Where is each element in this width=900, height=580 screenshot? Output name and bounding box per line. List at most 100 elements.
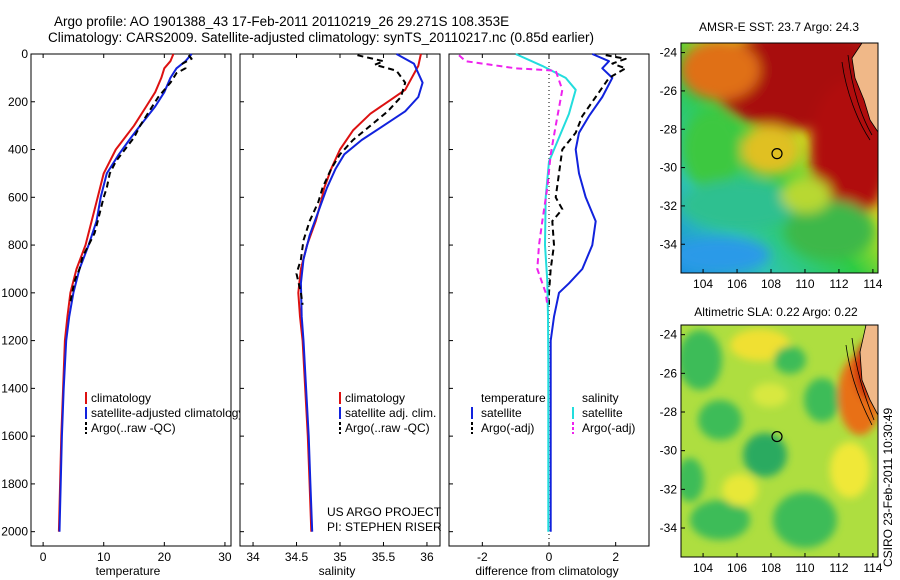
y-tick-label: 1600: [1, 429, 28, 443]
x-tick-label: 114: [863, 561, 882, 575]
sla-map-ticks: 104 106 108 110 112 114 -24 -26 -28 -30 -32 -34: [660, 328, 883, 575]
salinity-panel: 34 34.5 35 35.5 36 salinity climatology sate…: [239, 53, 442, 578]
y-tick-label: 1400: [1, 381, 28, 395]
x-tick-label: 104: [693, 277, 713, 291]
sst-map-ticks: 104 106 108 110 112 114 -24 -26 -28 -30 -32 -34: [660, 46, 883, 291]
legend-label-sal-satellite: satellite: [582, 406, 623, 420]
x-tick-label: 108: [761, 561, 781, 575]
series-salinity-argo-adj-: [458, 54, 564, 305]
legend-label-temp-argo: Argo(-adj): [481, 421, 534, 435]
sst-map-panel: AMSR-E SST: 23.7 Argo: 24.3 104 106 108 110…: [660, 20, 883, 291]
legend-label-temp-satellite: satellite: [481, 406, 522, 420]
y-tick-label: -32: [660, 482, 678, 496]
legend-label-argo: Argo(..raw -QC): [345, 421, 430, 435]
temperature-panel: 0 10 20 30 0 200 400 600 800 1000 1200 1400 1600 1800…: [1, 47, 244, 578]
x-tick-label: 112: [829, 561, 848, 575]
sla-map-image: [681, 325, 878, 557]
x-tick-label: 0: [546, 550, 553, 564]
sla-argo-location-marker: [771, 430, 783, 443]
sla-map-panel: Altimetric SLA: 0.22 Argo: 0.22: [660, 305, 883, 575]
project-label: US ARGO PROJECT: [327, 505, 442, 519]
x-tick-label: 114: [863, 277, 882, 291]
legend-title-salinity: salinity: [582, 391, 619, 405]
y-tick-label: -24: [660, 46, 678, 60]
difference-series: [458, 53, 627, 532]
x-tick-label: 2: [612, 550, 619, 564]
temperature-ticks: 0 10 20 30 0 200 400 600 800 1000 1200 1400 1600 1800…: [1, 47, 232, 564]
y-tick-label: -28: [660, 405, 678, 419]
x-tick-label: 110: [795, 277, 814, 291]
pi-label: PI: STEPHEN RISER: [327, 520, 442, 534]
y-tick-label: -34: [660, 521, 678, 535]
csiro-timestamp: CSIRO 23-Feb-2011 10:30:49: [881, 407, 895, 567]
x-tick-label: 34: [246, 550, 260, 564]
legend-label-satellite: satellite-adjusted climatology: [91, 406, 244, 420]
x-tick-label: 36: [420, 550, 434, 564]
sst-map-image: [681, 43, 878, 273]
x-tick-label: 104: [693, 561, 713, 575]
x-tick-label: 30: [218, 550, 232, 564]
x-tick-label: 34.5: [285, 550, 309, 564]
series-temperature-argo-adj-: [548, 54, 627, 305]
series-salinity-satellite: [515, 53, 577, 532]
y-tick-label: -32: [660, 199, 678, 213]
sla-map-frame: [680, 324, 879, 558]
x-tick-label: -2: [477, 550, 488, 564]
series-satellite-adj-clim-: [299, 53, 424, 532]
y-tick-label: -30: [660, 161, 678, 175]
legend-title-temperature: temperature: [481, 391, 546, 405]
sst-map-frame: [680, 42, 879, 274]
x-tick-label: 106: [727, 277, 747, 291]
header-line2: Climatology: CARS2009. Satellite-adjuste…: [48, 30, 594, 45]
y-tick-label: -26: [660, 84, 678, 98]
temperature-xlabel: temperature: [96, 564, 161, 578]
y-tick-label: -28: [660, 122, 678, 136]
salinity-xlabel: salinity: [319, 564, 356, 578]
y-tick-label: 2000: [1, 525, 28, 539]
x-tick-label: 106: [727, 561, 747, 575]
difference-ticks: -2 0 2: [449, 53, 619, 564]
y-tick-label: -34: [660, 237, 678, 251]
series-argo-raw-qc-: [295, 54, 407, 305]
x-tick-label: 110: [795, 561, 814, 575]
sla-map-title: Altimetric SLA: 0.22 Argo: 0.22: [694, 305, 858, 319]
y-tick-label: 400: [8, 143, 28, 157]
difference-legend: temperature satellite Argo(-adj) salinit…: [471, 391, 635, 435]
salinity-series: [295, 53, 424, 532]
y-tick-label: 200: [8, 95, 28, 109]
series-satellite-adjusted-climatology: [58, 53, 193, 532]
y-tick-label: 0: [21, 47, 28, 61]
legend-label-argo: Argo(..raw -QC): [91, 421, 176, 435]
salinity-axes-box: [239, 53, 441, 547]
y-tick-label: 1200: [1, 334, 28, 348]
x-tick-label: 35.5: [372, 550, 396, 564]
x-tick-label: 108: [761, 277, 781, 291]
series-argo-raw-qc-: [68, 54, 193, 305]
sst-map-title: AMSR-E SST: 23.7 Argo: 24.3: [699, 20, 859, 34]
header-line1: Argo profile: AO 1901388_43 17-Feb-2011 …: [54, 14, 509, 29]
salinity-legend: climatology satellite adj. clim. Argo(..…: [339, 391, 436, 435]
x-tick-label: 112: [829, 277, 848, 291]
legend-label-climatology: climatology: [91, 391, 151, 405]
temperature-legend: climatology satellite-adjusted climatolo…: [85, 391, 244, 435]
series-temperature-satellite: [549, 53, 614, 532]
sst-argo-location-marker: [771, 148, 783, 160]
legend-label-satellite: satellite adj. clim.: [345, 406, 436, 420]
x-tick-label: 35: [333, 550, 347, 564]
y-tick-label: 1000: [1, 286, 28, 300]
temperature-series: [57, 53, 193, 532]
y-tick-label: -26: [660, 366, 678, 380]
x-tick-label: 10: [97, 550, 111, 564]
salinity-ticks: 34 34.5 35 35.5 36: [240, 53, 434, 564]
y-tick-label: 800: [8, 238, 28, 252]
y-tick-label: 600: [8, 190, 28, 204]
x-tick-label: 20: [158, 550, 172, 564]
difference-xlabel: difference from climatology: [475, 564, 618, 578]
difference-panel: -2 0 2 difference from climatology tempera…: [448, 53, 650, 578]
y-tick-label: -30: [660, 444, 678, 458]
y-tick-label: -24: [660, 328, 678, 342]
x-tick-label: 0: [40, 550, 47, 564]
legend-label-sal-argo: Argo(-adj): [582, 421, 635, 435]
legend-label-climatology: climatology: [345, 391, 405, 405]
